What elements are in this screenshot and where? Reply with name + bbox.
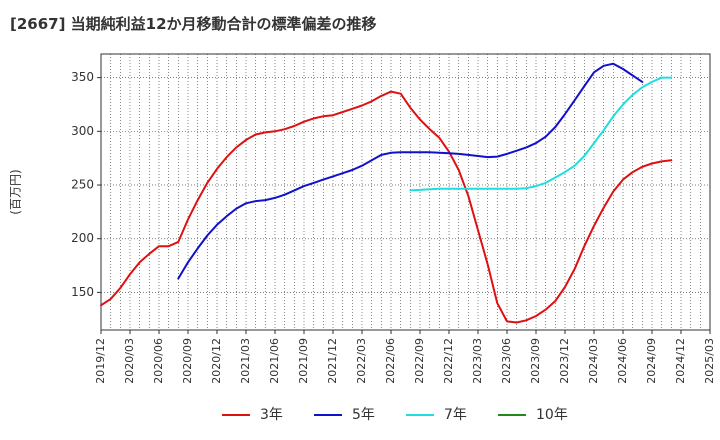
legend-label: 3年: [260, 407, 283, 423]
x-tick-label: 2020/03: [123, 338, 136, 384]
y-tick-label: 300: [71, 124, 94, 138]
x-tick-label: 2025/03: [703, 338, 716, 384]
series-line-3年: [100, 90, 673, 324]
series-layer: [100, 62, 673, 324]
legend-label: 10年: [536, 407, 568, 423]
axis-layer: 2019/12 2020/03 2020/06 2020/09 2020/12 2021/…: [71, 70, 716, 384]
x-tick-label: 2021/03: [239, 338, 252, 384]
x-tick-label: 2022/12: [442, 338, 455, 384]
x-tick-label: 2019/12: [94, 338, 107, 384]
x-tick-label: 2020/12: [210, 338, 223, 384]
x-tick-label: 2024/12: [674, 338, 687, 384]
series-line-7年: [409, 76, 673, 192]
x-tick-label: 2023/09: [529, 338, 542, 384]
x-tick-label: 2023/12: [558, 338, 571, 384]
x-tick-label: 2023/06: [500, 338, 513, 384]
x-tick-label: 2023/03: [471, 338, 484, 384]
chart-title: [2667] 当期純利益12か月移動合計の標準偏差の推移: [10, 15, 377, 33]
series-line-5年: [177, 62, 644, 280]
legend: 3年 5年 7年 10年: [222, 407, 568, 423]
plot-frame: [100, 53, 711, 331]
y-tick-label: 250: [71, 178, 94, 192]
x-tick-label: 2024/03: [587, 338, 600, 384]
y-tick-label: 350: [71, 70, 94, 84]
x-tick-label: 2022/03: [355, 338, 368, 384]
legend-label: 7年: [444, 407, 467, 423]
y-axis-label: (百万円): [9, 169, 23, 214]
x-tick-label: 2021/12: [326, 338, 339, 384]
x-tick-label: 2021/06: [268, 338, 281, 384]
legend-label: 5年: [352, 407, 375, 423]
x-tick-label: 2022/09: [413, 338, 426, 384]
y-tick-label: 200: [71, 231, 94, 245]
x-tick-label: 2020/06: [152, 338, 165, 384]
x-tick-label: 2024/06: [616, 338, 629, 384]
y-tick-label: 150: [71, 285, 94, 299]
x-tick-label: 2021/09: [297, 338, 310, 384]
x-tick-label: 2020/09: [181, 338, 194, 384]
x-tick-label: 2024/09: [645, 338, 658, 384]
grid-layer: [101, 54, 710, 330]
x-tick-label: 2022/06: [384, 338, 397, 384]
